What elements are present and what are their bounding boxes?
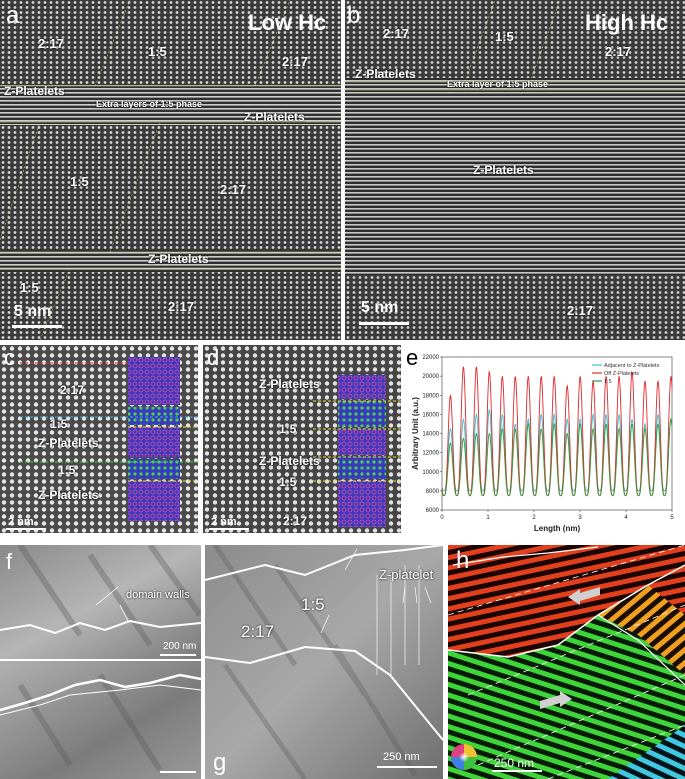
panel-b-image — [345, 0, 685, 340]
z-platelets-label: Z-Platelets — [38, 488, 99, 502]
scale-bar — [377, 766, 437, 768]
y-tick-label: 12000 — [422, 451, 439, 457]
x-tick-label: 2 — [532, 515, 536, 521]
z-platelets-label: Z-Platelets — [148, 252, 209, 266]
panel-letter-b: b — [347, 2, 361, 29]
scale-bar — [160, 654, 196, 656]
panel-letter-c: c — [4, 345, 15, 370]
phase-label: 2:17 — [241, 622, 275, 641]
scale-bar — [492, 770, 542, 772]
x-axis-label: Length (nm) — [534, 524, 581, 533]
scale-bar-label: 200 nm — [163, 641, 197, 652]
phase-label: 1:5 — [279, 422, 297, 436]
x-tick-label: 5 — [670, 515, 674, 521]
scale-bar-label: 2 nm — [211, 516, 237, 528]
phase-label: 2:17 — [168, 299, 195, 314]
x-tick-label: 4 — [624, 515, 628, 521]
phase-label: 1:5 — [50, 417, 68, 431]
phase-label: 2:17 — [220, 182, 247, 197]
panel-f-lorentz-tem: f domain walls 200 nm — [0, 545, 201, 779]
panel-f-image — [0, 545, 201, 779]
panel-g-tem: g Z-platelet 1:5 2:17 250 nm — [205, 545, 443, 779]
panel-a-image — [0, 0, 341, 340]
scale-bar — [6, 528, 46, 530]
phase-label: 1:5 — [495, 29, 514, 44]
panel-d-image — [203, 345, 401, 533]
extra-layer-label: Extra layer of 1:5 phase — [447, 79, 549, 89]
z-platelets-label: Z-Platelets — [473, 163, 534, 177]
panel-d-haadf: d Z-Platelets 1:5 Z-Platelets 1:5 2:17 2… — [203, 345, 401, 533]
panel-letter-h: h — [456, 547, 470, 574]
z-platelets-label: Z-Platelets — [38, 436, 99, 450]
domain-walls-label: domain walls — [126, 589, 190, 601]
phase-label: 1:5 — [58, 463, 76, 477]
panel-letter-a: a — [6, 2, 20, 29]
phase-label: 1:5 — [148, 44, 167, 59]
scale-bar — [209, 528, 249, 530]
panel-letter-d: d — [207, 345, 220, 370]
z-platelet-label: Z-platelet — [379, 567, 434, 582]
scale-bar-label: 5 nm — [361, 299, 399, 316]
legend-entry: Adjacent to Z-Platelets — [604, 363, 660, 369]
y-tick-label: 22000 — [422, 355, 439, 361]
scale-bar-label: 250 nm — [383, 751, 420, 763]
legend-entry: 1:5 — [604, 379, 612, 385]
panel-g-image — [205, 545, 443, 779]
scale-bar-label: 5 nm — [14, 303, 52, 320]
panel-c-image — [0, 345, 198, 533]
y-tick-label: 16000 — [422, 412, 439, 418]
panel-letter-e: e — [406, 345, 419, 370]
y-tick-label: 14000 — [422, 432, 439, 438]
phase-label: 1:5 — [70, 174, 89, 189]
x-tick-label: 3 — [578, 515, 582, 521]
phase-label: 2:17 — [60, 383, 85, 397]
phase-label: 1:5 — [20, 280, 39, 295]
x-tick-label: 1 — [486, 515, 490, 521]
y-tick-label: 6000 — [426, 508, 440, 514]
x-tick-label: 0 — [440, 515, 444, 521]
series-line — [441, 366, 673, 497]
series-line — [441, 417, 673, 497]
y-tick-label: 18000 — [422, 393, 439, 399]
z-platelets-label: Z-Platelets — [259, 454, 320, 468]
scale-bar-label: 2 nm — [8, 516, 34, 528]
scale-bar-label: 250 nm — [494, 756, 535, 770]
panel-letter-f: f — [6, 549, 13, 574]
phase-label: 2:17 — [38, 36, 65, 51]
panel-h-image — [448, 545, 685, 779]
panel-b-title: High Hc — [585, 10, 669, 35]
z-platelets-label: Z-Platelets — [4, 84, 65, 98]
phase-label: 2:17 — [283, 514, 308, 528]
z-platelets-label: Z-Platelets — [355, 67, 416, 81]
z-platelets-label: Z-Platelets — [244, 110, 305, 124]
panel-c-haadf: c 2:17 1:5 Z-Platelets 1:5 Z-Platelets 2… — [0, 345, 198, 533]
y-tick-label: 20000 — [422, 374, 439, 380]
phase-label: 2:17 — [605, 44, 632, 59]
y-axis-label: Arbitrary Unit (a.u.) — [411, 397, 420, 470]
phase-label: 2:17 — [567, 303, 594, 318]
phase-label: 2:17 — [383, 26, 410, 41]
panel-h-holography-phase-map: h 250 nm — [448, 545, 685, 779]
panel-b-hrtem-high-hc: b High Hc 2:17 1:5 2:17 Z-Platelets Extr… — [345, 0, 685, 340]
scale-bar — [160, 771, 196, 773]
phase-label: 1:5 — [301, 595, 325, 614]
phase-label: 2:17 — [282, 54, 309, 69]
phase-label: 1:5 — [279, 475, 297, 489]
scale-bar — [359, 322, 409, 325]
extra-layers-label: Extra layers of 1:5 phase — [96, 99, 203, 109]
panel-a-title: Low Hc — [248, 10, 327, 35]
y-tick-label: 8000 — [426, 489, 440, 495]
panel-a-hrtem-low-hc: a Low Hc 2:17 1:5 2:17 Z-Platelets Extra… — [0, 0, 341, 340]
panel-e-line-profile-chart: e 6000 8000 10000 12000 14000 16000 18000 20000… — [404, 345, 685, 533]
legend-entry: Off Z-Platelets — [604, 371, 639, 377]
y-tick-label: 10000 — [422, 470, 439, 476]
panel-letter-g: g — [213, 749, 227, 776]
scale-bar — [12, 325, 62, 328]
z-platelets-label: Z-Platelets — [259, 377, 320, 391]
line-chart: 6000800010000120001400016000180002000022… — [411, 355, 674, 533]
